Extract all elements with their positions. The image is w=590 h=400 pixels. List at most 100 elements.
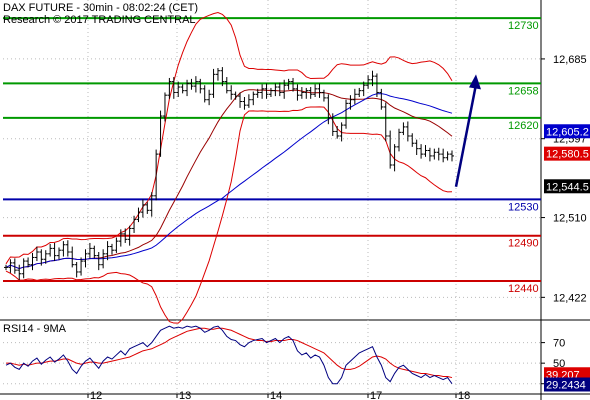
price-bar [370, 70, 375, 87]
price-bar [34, 246, 39, 262]
price-bar [268, 87, 273, 97]
price-bar [211, 68, 216, 98]
price-bar [4, 264, 8, 271]
price-bar [207, 89, 212, 106]
price-badge-bg [544, 146, 590, 161]
price-bar [308, 87, 313, 99]
price-bar [215, 67, 220, 81]
price-bar [374, 73, 379, 97]
level-label: 12490 [508, 238, 539, 250]
price-bar [39, 249, 44, 266]
price-bar [392, 144, 397, 172]
rsi-panel-label: RSI14 - 9MA [3, 323, 67, 335]
price-bar [441, 148, 446, 163]
price-bar [233, 91, 238, 100]
price-bar [352, 88, 357, 105]
price-bar [136, 207, 141, 223]
rsi-tick-label: 70 [553, 338, 565, 350]
rsi-ma-line [6, 327, 453, 379]
level-label: 12530 [508, 201, 539, 213]
price-bar [65, 240, 70, 257]
price-bar [158, 110, 163, 157]
price-bar [185, 79, 190, 97]
price-bar [379, 88, 384, 110]
price-bar [48, 243, 53, 257]
price-badge-bg [544, 179, 590, 194]
price-bar [176, 81, 181, 97]
bollinger-upper-band [5, 12, 453, 265]
price-bar [339, 122, 344, 142]
price-bar [361, 81, 366, 97]
price-bar [118, 229, 123, 247]
price-bar [427, 147, 432, 162]
price-bar [299, 87, 304, 99]
price-bar [344, 99, 349, 129]
price-bar [264, 83, 269, 99]
price-bar [251, 91, 256, 106]
level-label: 12730 [508, 20, 539, 32]
time-tick-label: 13 [179, 390, 191, 400]
price-bar [70, 246, 75, 268]
chart-title: DAX FUTURE - 30min - 08:02:24 (CET) [3, 2, 198, 14]
price-badge-label: 12,605.2 [546, 126, 589, 138]
price-bar [445, 151, 450, 161]
price-bar [357, 87, 362, 97]
price-bar [109, 243, 114, 255]
price-bar [87, 242, 92, 259]
price-bar [388, 130, 393, 169]
price-bar [140, 199, 145, 218]
price-bar [304, 87, 309, 99]
price-bar [229, 85, 234, 100]
price-bar [246, 94, 251, 108]
price-bar [348, 95, 353, 110]
price-bar [242, 96, 247, 110]
price-bar [180, 84, 185, 94]
rsi-line [5, 325, 453, 385]
price-bar [149, 192, 154, 217]
rsi-badge: 29.2434 [544, 377, 590, 392]
price-badge: 12,605.2 [544, 124, 590, 139]
price-bar [282, 79, 287, 99]
time-tick-label: 17 [370, 390, 382, 400]
price-bar [277, 82, 282, 97]
price-bar [419, 144, 424, 159]
price-bar [17, 264, 22, 281]
time-tick-label: 18 [458, 390, 470, 400]
price-bar [224, 77, 229, 94]
forecast-arrow-head [469, 74, 481, 90]
price-badge: 12,580.5 [544, 146, 590, 161]
price-bar [366, 75, 371, 89]
price-bar [291, 77, 296, 92]
moving-average-line [5, 93, 453, 270]
price-bar [30, 252, 35, 271]
price-bar [167, 77, 172, 99]
price-bar [313, 84, 318, 97]
level-label: 12658 [508, 85, 539, 97]
price-bar [383, 102, 388, 142]
chart-subtitle: Research © 2017 TRADING CENTRAL [3, 14, 196, 26]
rsi-badge-label: 29.2434 [546, 379, 586, 391]
price-bar [193, 76, 198, 93]
price-bar [326, 94, 331, 125]
price-bar [238, 92, 243, 108]
price-bar [171, 77, 176, 99]
price-bar [101, 249, 106, 269]
price-bar [405, 121, 410, 142]
price-badge-label: 12,580.5 [546, 149, 589, 161]
price-bars [4, 67, 454, 281]
price-bar [127, 225, 132, 246]
price-bar [414, 139, 419, 156]
price-bar [74, 261, 79, 278]
price-bar [8, 259, 13, 273]
price-bar [52, 242, 57, 262]
price-badge: 12,544.5 [544, 179, 590, 194]
time-tick-label: 14 [270, 390, 282, 400]
price-bar [260, 84, 265, 99]
price-bar [317, 83, 322, 98]
level-label: 12620 [508, 120, 539, 132]
price-badge-label: 12,544.5 [546, 181, 589, 193]
price-bar [436, 147, 441, 161]
price-bar [114, 237, 119, 253]
